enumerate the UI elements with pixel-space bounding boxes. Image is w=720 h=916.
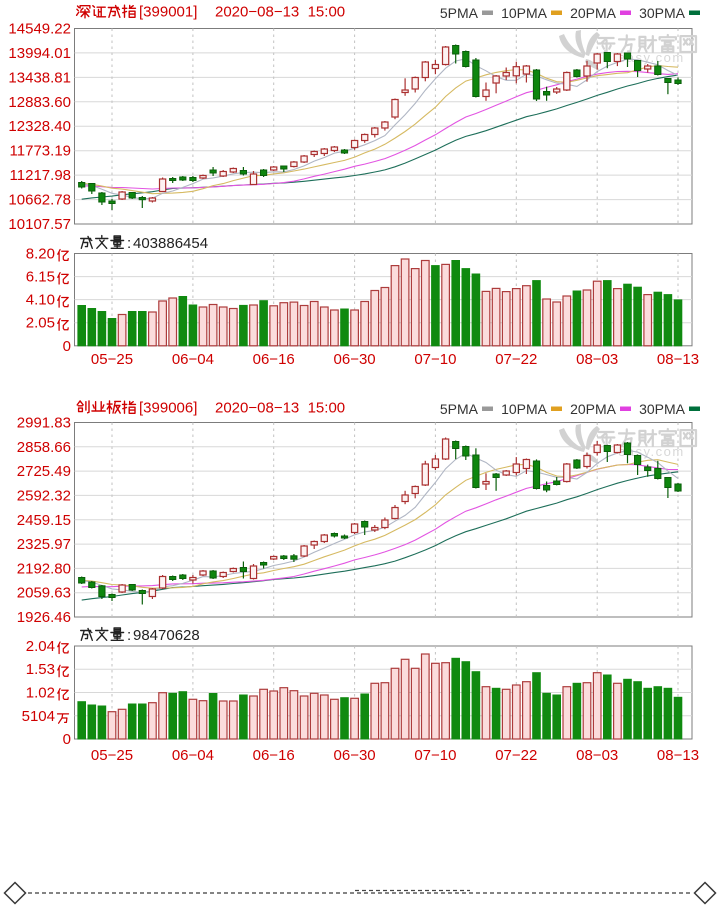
svg-text::: : <box>127 235 131 252</box>
svg-text:2192.80: 2192.80 <box>17 560 71 577</box>
svg-text:[399001]: [399001] <box>139 4 197 21</box>
svg-text:2991.83: 2991.83 <box>17 415 71 432</box>
svg-text:30PMA: 30PMA <box>639 5 686 21</box>
svg-text:08−13: 08−13 <box>657 747 699 764</box>
svg-text:07−10: 07−10 <box>414 351 456 368</box>
svg-text:13438.81: 13438.81 <box>8 69 71 86</box>
svg-text:6.15: 6.15 <box>26 269 55 286</box>
svg-text:06−04: 06−04 <box>172 747 214 764</box>
svg-text:12883.60: 12883.60 <box>8 94 71 111</box>
svg-text:20PMA: 20PMA <box>570 401 617 417</box>
svg-text:2.04: 2.04 <box>26 638 55 655</box>
svg-text:05−25: 05−25 <box>91 747 133 764</box>
svg-text:12328.40: 12328.40 <box>8 118 71 135</box>
svg-text:2325.97: 2325.97 <box>17 536 71 553</box>
svg-text:07−22: 07−22 <box>495 351 537 368</box>
svg-text:06−16: 06−16 <box>253 351 295 368</box>
svg-text:08−13: 08−13 <box>657 351 699 368</box>
svg-text:07−22: 07−22 <box>495 747 537 764</box>
svg-text:30PMA: 30PMA <box>639 401 686 417</box>
svg-text:10107.57: 10107.57 <box>8 216 71 233</box>
svg-text:05−25: 05−25 <box>91 351 133 368</box>
svg-text:06−30: 06−30 <box>334 747 376 764</box>
svg-text:07−10: 07−10 <box>414 747 456 764</box>
svg-text:5PMA: 5PMA <box>440 401 479 417</box>
svg-text:06−30: 06−30 <box>334 351 376 368</box>
svg-text:06−04: 06−04 <box>172 351 214 368</box>
svg-text:06−16: 06−16 <box>253 747 295 764</box>
svg-text:5104: 5104 <box>22 708 55 725</box>
svg-text:13994.01: 13994.01 <box>8 45 71 62</box>
svg-text:403886454: 403886454 <box>133 235 208 252</box>
svg-text:10PMA: 10PMA <box>501 401 548 417</box>
svg-text:20PMA: 20PMA <box>570 5 617 21</box>
svg-text:2459.15: 2459.15 <box>17 512 71 529</box>
svg-text:10662.78: 10662.78 <box>8 192 71 209</box>
svg-text:10PMA: 10PMA <box>501 5 548 21</box>
svg-text:2059.63: 2059.63 <box>17 585 71 602</box>
svg-text:14549.22: 14549.22 <box>8 21 71 38</box>
svg-text:1926.46: 1926.46 <box>17 609 71 626</box>
svg-text:1.53: 1.53 <box>26 661 55 678</box>
svg-text:0: 0 <box>63 731 71 748</box>
svg-text:2592.32: 2592.32 <box>17 487 71 504</box>
svg-text:2020−08−13 15:00: 2020−08−13 15:00 <box>215 400 345 417</box>
svg-text:08−03: 08−03 <box>576 351 618 368</box>
svg-text:98470628: 98470628 <box>133 627 200 644</box>
svg-text:2858.66: 2858.66 <box>17 439 71 456</box>
svg-text:08−03: 08−03 <box>576 747 618 764</box>
svg-text:0: 0 <box>63 338 71 355</box>
svg-text:2020−08−13 15:00: 2020−08−13 15:00 <box>215 4 345 21</box>
svg-text:11773.19: 11773.19 <box>10 143 71 160</box>
svg-text:2.05: 2.05 <box>26 315 55 332</box>
svg-text:11217.98: 11217.98 <box>10 167 71 184</box>
svg-text:4.10: 4.10 <box>26 292 55 309</box>
svg-text:5PMA: 5PMA <box>440 5 479 21</box>
svg-text:1.02: 1.02 <box>26 685 55 702</box>
svg-text:2725.49: 2725.49 <box>17 463 71 480</box>
svg-text:8.20: 8.20 <box>26 246 55 263</box>
svg-text::: : <box>127 627 131 644</box>
svg-text:[399006]: [399006] <box>139 400 197 417</box>
